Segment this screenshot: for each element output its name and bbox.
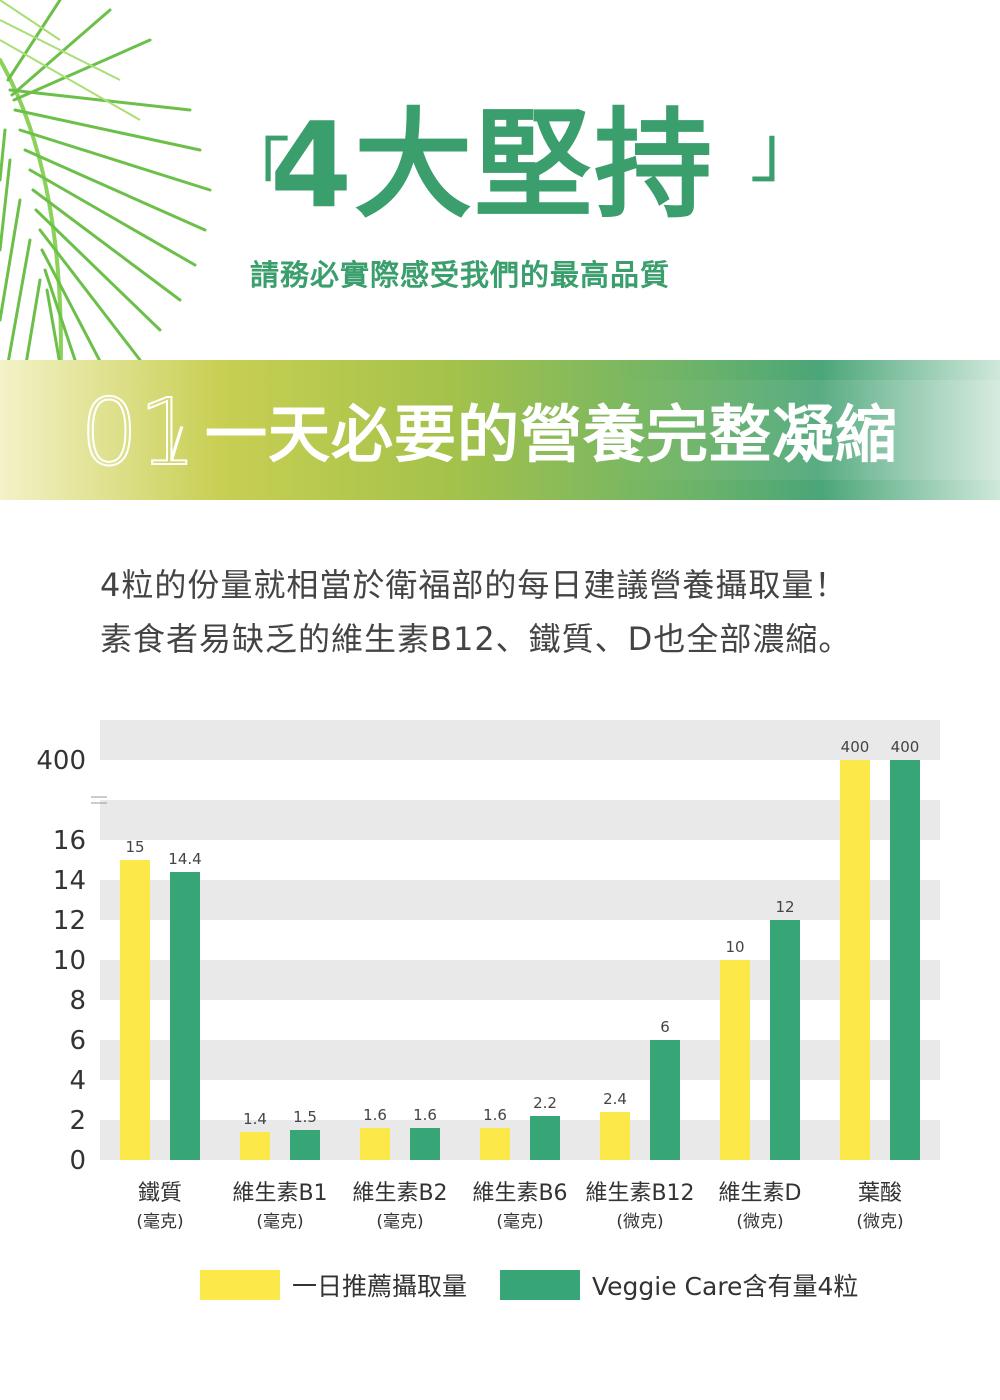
bar — [170, 872, 200, 1160]
section-banner-sheen — [0, 380, 1000, 480]
y-tick-label: 400 — [36, 746, 86, 776]
grid-stripe — [100, 960, 940, 1000]
legend-item-recommended: 一日推薦攝取量 — [200, 1270, 468, 1301]
bar-data-label: 1.6 — [363, 1106, 387, 1124]
bar-data-label: 1.5 — [293, 1108, 317, 1126]
bracket-open: 「 — [220, 130, 290, 212]
grid-stripe — [100, 1040, 940, 1080]
bar — [890, 760, 920, 1160]
bar — [410, 1128, 440, 1160]
x-category-unit: (微克) — [616, 1212, 663, 1232]
bar-data-label: 400 — [891, 738, 920, 756]
x-category-label: 鐵質 — [138, 1181, 182, 1206]
grid-stripe — [100, 1120, 940, 1160]
page-subtitle: 請務必實際感受我們的最高品質 — [250, 258, 671, 292]
y-tick-label: 16 — [53, 826, 86, 856]
legend-swatch-recommended — [200, 1270, 280, 1300]
bar-data-label: 12 — [775, 898, 794, 916]
x-category-label: 維生素B6 — [472, 1181, 567, 1206]
nutrient-bar-chart: 0 2 4 6 8 10 12 14 16 400 15 14.4 鐵質 (毫克) 1.4 1.5 維生素B1 (… — [36, 720, 940, 1232]
x-category-label: 維生素B12 — [585, 1181, 694, 1206]
bar — [720, 960, 750, 1160]
x-category-unit: (毫克) — [256, 1212, 303, 1232]
y-tick-label: 6 — [69, 1026, 86, 1056]
bar — [290, 1130, 320, 1160]
bar — [770, 920, 800, 1160]
bar — [120, 860, 150, 1160]
grid-stripe — [100, 880, 940, 920]
y-tick-label: 10 — [53, 946, 86, 976]
x-category-unit: (毫克) — [496, 1212, 543, 1232]
y-tick-label: 2 — [69, 1106, 86, 1136]
bracket-close: 」 — [750, 110, 820, 192]
y-tick-label: 8 — [69, 986, 86, 1016]
x-category-unit: (毫克) — [136, 1212, 183, 1232]
bar-data-label: 10 — [725, 938, 744, 956]
intro-text: 4粒的份量就相當於衛福部的每日建議營養攝取量！ 素食者易缺乏的維生素B12、鐵質… — [100, 558, 851, 666]
page-title: 4大堅持 — [270, 96, 715, 234]
y-tick-label: 12 — [53, 906, 86, 936]
y-tick-label: 14 — [53, 866, 86, 896]
bar-data-label: 14.4 — [168, 850, 201, 868]
bar — [600, 1112, 630, 1160]
x-category-label: 維生素B1 — [232, 1181, 327, 1206]
x-category-unit: (微克) — [736, 1212, 783, 1232]
y-tick-label: 0 — [69, 1146, 86, 1176]
headline: 「 4大堅持 」 — [210, 95, 820, 235]
grid-stripe — [100, 720, 940, 760]
section-banner — [0, 360, 1000, 500]
x-category-label: 葉酸 — [858, 1181, 902, 1206]
intro-line-1: 4粒的份量就相當於衛福部的每日建議營養攝取量！ — [100, 566, 848, 604]
bar — [360, 1128, 390, 1160]
section-slash: / — [170, 420, 184, 466]
bar — [240, 1132, 270, 1160]
x-category-label: 維生素D — [719, 1181, 802, 1206]
bar-data-label: 400 — [841, 738, 870, 756]
bar-data-label: 2.2 — [533, 1094, 557, 1112]
x-category-unit: (微克) — [856, 1212, 903, 1232]
bar-data-label: 1.4 — [243, 1110, 267, 1128]
legend-swatch-product — [500, 1270, 580, 1300]
palm-leaf-illustration — [0, 0, 212, 470]
bar-data-label: 15 — [125, 838, 144, 856]
x-category-label: 維生素B2 — [352, 1181, 447, 1206]
x-category-unit: (毫克) — [376, 1212, 423, 1232]
bar-data-label: 1.6 — [413, 1106, 437, 1124]
grid-stripe — [100, 800, 940, 840]
intro-line-2: 素食者易缺乏的維生素B12、鐵質、D也全部濃縮。 — [100, 620, 852, 658]
bar — [650, 1040, 680, 1160]
bar — [840, 760, 870, 1160]
legend-item-product: Veggie Care含有量4粒 — [500, 1270, 859, 1301]
bar — [530, 1116, 560, 1160]
section-number: 01 — [79, 378, 198, 487]
legend-label-product: Veggie Care含有量4粒 — [592, 1272, 859, 1301]
bar — [480, 1128, 510, 1160]
bar-data-label: 2.4 — [603, 1090, 627, 1108]
y-tick-label: 4 — [69, 1066, 86, 1096]
legend-label-recommended: 一日推薦攝取量 — [292, 1272, 468, 1301]
bar-data-label: 1.6 — [483, 1106, 507, 1124]
section-title: 一天必要的營養完整凝縮 — [205, 398, 899, 471]
bar-data-label: 6 — [660, 1018, 670, 1036]
